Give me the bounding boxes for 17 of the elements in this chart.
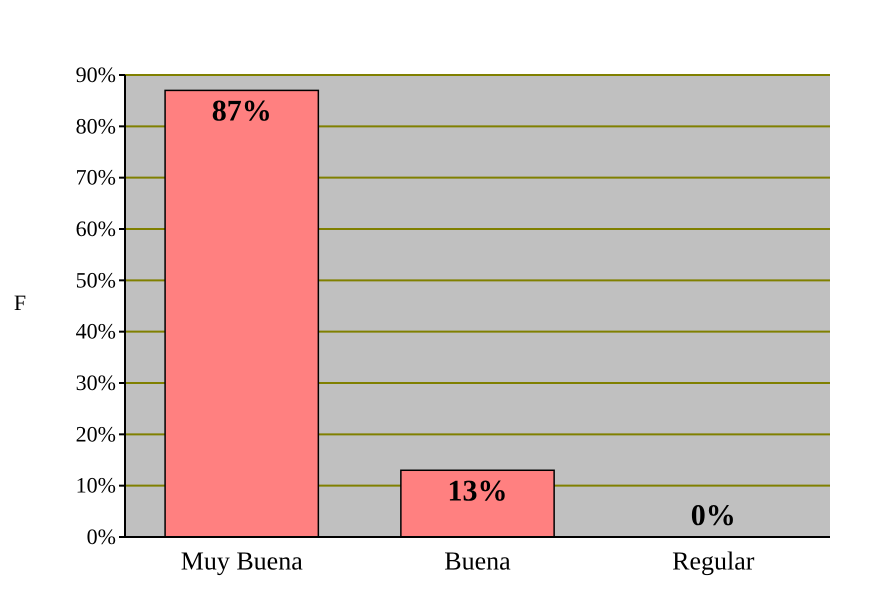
y-tick-label: 20% <box>76 421 116 446</box>
data-label: 0% <box>690 499 736 532</box>
y-tick-label: 90% <box>76 62 116 88</box>
y-tick-label: 10% <box>76 472 116 498</box>
data-label: 87% <box>212 94 272 128</box>
x-tick-label: Buena <box>444 546 512 576</box>
y-axis-title: F <box>14 290 26 315</box>
x-tick-label: Muy Buena <box>180 546 304 576</box>
y-tick-label: 70% <box>76 164 116 190</box>
x-tick-label: Regular <box>672 546 755 576</box>
data-label: 13% <box>448 474 508 508</box>
y-tick-label: 60% <box>76 216 116 242</box>
y-tick-label: 0% <box>86 524 116 550</box>
y-tick-label: 30% <box>76 370 116 396</box>
y-tick-label: 40% <box>76 318 116 344</box>
y-tick-label: 50% <box>76 267 116 292</box>
y-tick-label: 80% <box>76 113 116 138</box>
